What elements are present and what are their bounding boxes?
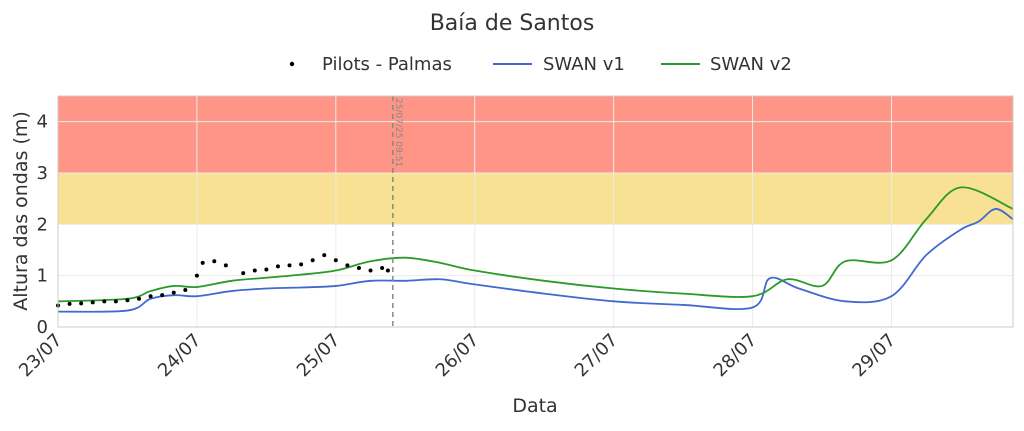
series-lines: [57, 186, 1014, 313]
scatter-point-17: [252, 268, 257, 273]
scatter-point-15: [223, 263, 228, 268]
series-1-line: [57, 208, 1014, 313]
scatter-point-1: [67, 301, 72, 306]
y-tick-label-0: 0: [37, 317, 48, 338]
legend-scatter-label: Pilots - Palmas: [322, 54, 452, 75]
y-tick-label-1: 1: [37, 266, 48, 287]
scatter-point-4: [102, 299, 107, 304]
scatter-point-26: [356, 265, 361, 270]
y-axis-label: Altura das ondas (m): [10, 111, 32, 311]
series-2-line: [57, 186, 1014, 303]
axes: [57, 95, 1014, 328]
legend: Pilots - Palmas SWAN v1 SWAN v2: [289, 54, 792, 75]
scatter-point-29: [385, 268, 390, 273]
scatter-point-22: [310, 258, 315, 263]
scatter-point-20: [287, 263, 292, 268]
threshold-bands: [58, 96, 1013, 225]
scatter-points: [56, 253, 390, 308]
y-tick-label-2: 2: [37, 214, 48, 235]
scatter-point-8: [148, 294, 153, 299]
x-tick-label-2: 25/07: [293, 330, 345, 382]
band-2: [58, 96, 1013, 173]
scatter-point-24: [333, 258, 338, 263]
band-1: [58, 173, 1013, 225]
scatter-point-3: [90, 300, 95, 305]
scatter-point-14: [212, 259, 217, 264]
scatter-point-28: [380, 265, 385, 270]
x-tick-label-1: 24/07: [154, 330, 206, 382]
chart-title: Baía de Santos: [430, 11, 595, 36]
scatter-point-16: [241, 271, 246, 276]
scatter-point-25: [345, 263, 350, 268]
y-tick-label-3: 3: [37, 163, 48, 184]
y-tick-label-4: 4: [37, 112, 48, 133]
x-tick-label-3: 26/07: [432, 330, 484, 382]
x-tick-label-4: 27/07: [571, 330, 623, 382]
scatter-point-21: [299, 262, 304, 267]
legend-scatter-marker: [289, 61, 295, 67]
x-tick-label-6: 29/07: [848, 330, 900, 382]
legend-series-1-label: SWAN v1: [543, 54, 625, 75]
scatter-point-7: [137, 296, 142, 301]
x-axis-label: Data: [512, 395, 557, 417]
scatter-point-19: [275, 264, 280, 269]
scatter-point-6: [125, 298, 130, 303]
x-tick-label-5: 28/07: [710, 330, 762, 382]
scatter-point-27: [368, 268, 373, 273]
scatter-point-9: [160, 293, 165, 298]
scatter-point-2: [79, 301, 84, 306]
scatter-point-5: [113, 299, 118, 304]
scatter-point-10: [171, 290, 176, 295]
legend-series-2-label: SWAN v2: [710, 54, 792, 75]
scatter-point-11: [183, 288, 188, 293]
reference-line-group: 25/07/25 09:51: [392, 96, 403, 327]
scatter-point-12: [194, 273, 199, 278]
scatter-point-13: [200, 260, 205, 265]
plot-frame: [57, 95, 1014, 328]
scatter-point-23: [322, 253, 327, 258]
scatter-point-18: [264, 267, 269, 272]
reference-line-label: 25/07/25 09:51: [393, 98, 403, 167]
